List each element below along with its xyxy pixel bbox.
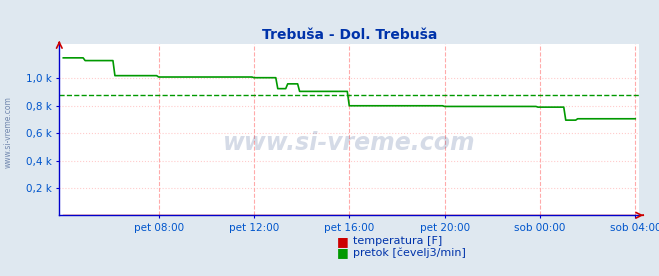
Text: www.si-vreme.com: www.si-vreme.com [223, 131, 476, 155]
Text: ■: ■ [337, 246, 349, 259]
Title: Trebuša - Dol. Trebuša: Trebuša - Dol. Trebuša [262, 28, 437, 42]
Text: ■: ■ [337, 235, 349, 248]
Text: temperatura [F]: temperatura [F] [353, 237, 442, 246]
Text: pretok [čevelj3/min]: pretok [čevelj3/min] [353, 247, 465, 258]
Text: www.si-vreme.com: www.si-vreme.com [3, 97, 13, 168]
